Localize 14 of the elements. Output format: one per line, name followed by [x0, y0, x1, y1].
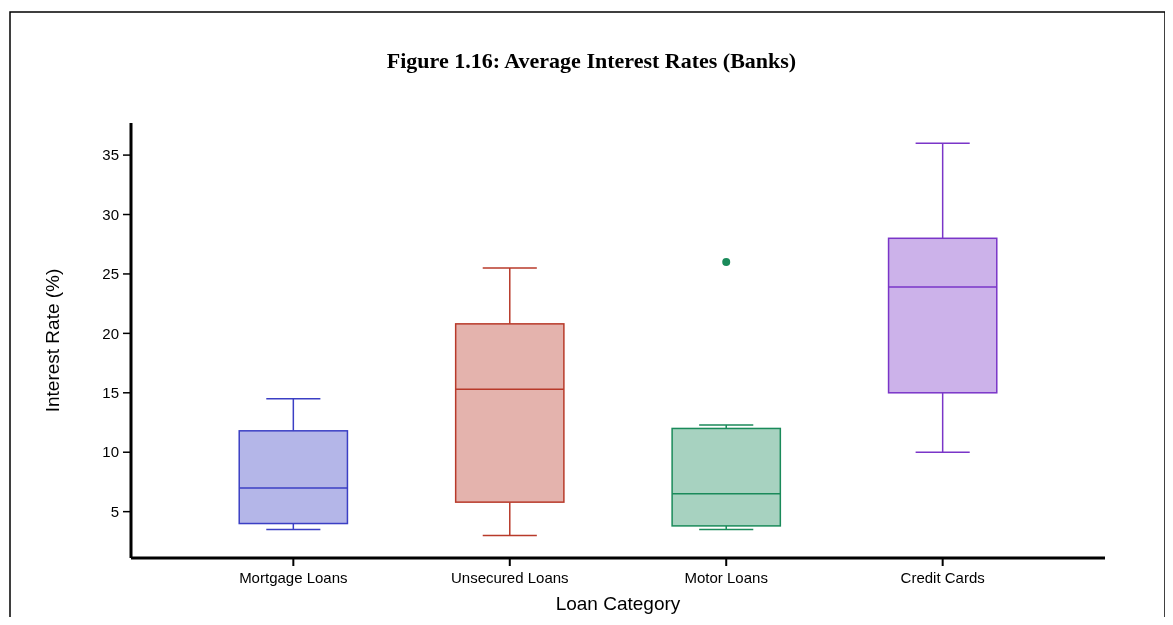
x-tick-label: Credit Cards [900, 569, 985, 586]
y-tick-label: 20 [102, 324, 119, 342]
x-tick-label: Motor Loans [684, 569, 768, 586]
y-tick-label: 15 [102, 384, 119, 402]
y-axis-title: Interest Rate (%) [42, 268, 63, 413]
y-tick-label: 25 [102, 265, 119, 283]
x-tick-label: Unsecured Loans [450, 569, 569, 586]
y-tick-label: 35 [102, 146, 119, 164]
y-tick-label: 5 [110, 502, 119, 520]
x-tick-label: Mortgage Loans [239, 569, 348, 586]
chart-title: Figure 1.16: Average Interest Rates (Banks) [386, 48, 797, 73]
y-tick-label: 30 [102, 205, 119, 223]
y-tick-label: 10 [102, 443, 119, 461]
x-axis-title: Loan Category [555, 593, 681, 614]
